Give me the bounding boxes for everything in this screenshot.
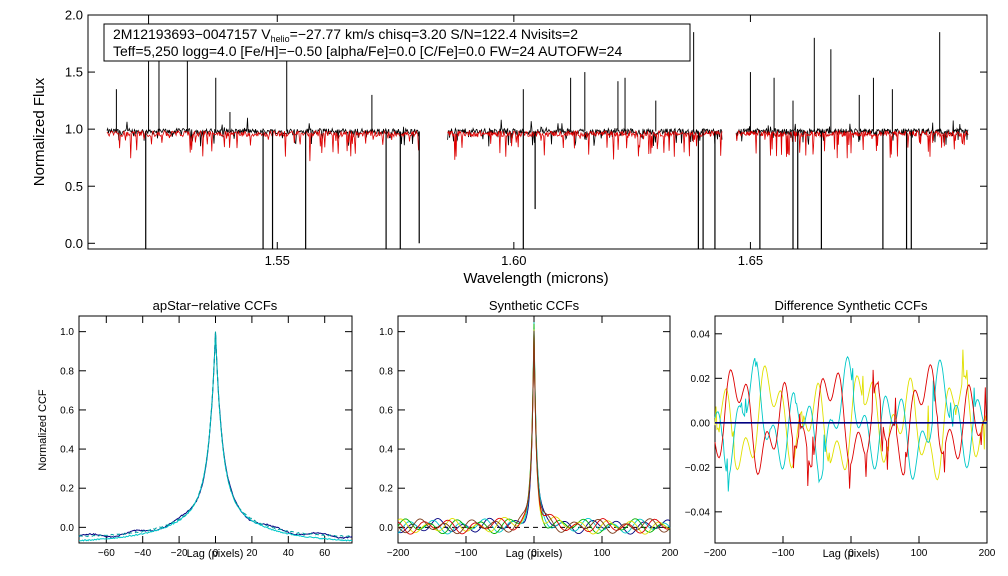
- ccf1-series-line: [78, 331, 353, 538]
- ccf2-series-line: [397, 330, 671, 535]
- y-tick-label: 0.4: [379, 445, 393, 456]
- ccf1-title: apStar−relative CCFs: [153, 298, 278, 313]
- info-line-1: 2M12193693−0047157 Vhelio=−27.77 km/s ch…: [113, 26, 578, 44]
- x-tick-label: 1.65: [738, 253, 763, 268]
- y-tick-label: 0.0: [60, 523, 74, 534]
- ccf1-ylabel: Normalized CCF: [37, 389, 49, 471]
- ccf-panel-synthetic: Synthetic CCFs Lag (pixels) −200 −100 0 100…: [379, 298, 679, 560]
- spectrum-panel: 1.55 1.60 1.65 0.0 0.5 1.0 1.5 2.0 2M12193693−0…: [31, 8, 988, 287]
- y-tick-label: 0.4: [60, 445, 74, 456]
- y-tick-label: 0.02: [691, 374, 711, 385]
- y-tick-label: 0.6: [379, 405, 393, 416]
- x-tick-label: 1.60: [501, 253, 526, 268]
- ccf2-series-line: [397, 323, 671, 535]
- x-tick-label: 60: [319, 548, 331, 559]
- x-tick-label: 1.55: [265, 253, 290, 268]
- y-tick-label: 0.2: [60, 484, 74, 495]
- x-tick-label: 200: [979, 548, 996, 559]
- y-tick-label: −0.02: [685, 463, 711, 474]
- spectrum-line: [447, 129, 723, 160]
- spectrum-line: [735, 120, 969, 145]
- y-tick-label: 0.0: [379, 523, 393, 534]
- ccf2-series-line: [397, 321, 671, 535]
- y-tick-label: 0.2: [379, 484, 393, 495]
- x-tick-label: −200: [387, 548, 410, 559]
- y-tick-label: 0.04: [691, 329, 711, 340]
- spectrum-xlabel: Wavelength (microns): [463, 270, 608, 287]
- x-tick-label: −20: [171, 548, 188, 559]
- y-tick-label: 0.8: [60, 366, 74, 377]
- x-tick-label: −100: [772, 548, 795, 559]
- ccf-panel-apstar: apStar−relative CCFs Lag (pixels) Normal…: [37, 298, 353, 560]
- x-tick-label: 100: [594, 548, 611, 559]
- y-tick-label: 0.00: [691, 418, 711, 429]
- y-tick-label: 0.6: [60, 405, 74, 416]
- info-vhelio-subscript: helio: [271, 34, 290, 44]
- info-line-2: Teff=5,250 logg=4.0 [Fe/H]=−0.50 [alpha/…: [113, 43, 622, 59]
- spectrum-frame: [87, 14, 988, 250]
- y-tick-label: 0.8: [379, 366, 393, 377]
- x-tick-label: 100: [911, 548, 928, 559]
- y-tick-label: 2.0: [65, 8, 83, 23]
- spectrum-axes: 1.55 1.60 1.65 0.0 0.5 1.0 1.5 2.0: [65, 8, 987, 268]
- y-tick-label: 0.5: [65, 179, 83, 194]
- spectrum-line: [735, 129, 969, 159]
- spectrum-ylabel: Normalized Flux: [31, 77, 48, 186]
- ccf2-series-line: [397, 331, 671, 535]
- ccf3-series-line: [714, 363, 987, 489]
- ccf1-series-line: [78, 331, 353, 540]
- ccf2-title: Synthetic CCFs: [489, 298, 580, 313]
- ccf3-frame: [714, 315, 988, 544]
- ccf3-series-line: [714, 355, 987, 492]
- x-tick-label: −100: [455, 548, 478, 559]
- y-tick-label: 1.0: [379, 327, 393, 338]
- ccf1-xlabel: Lag (pixels): [187, 548, 244, 560]
- x-tick-label: 0: [848, 548, 854, 559]
- x-tick-label: −60: [98, 548, 115, 559]
- ccf1-series-line: [79, 331, 353, 542]
- y-tick-label: −0.04: [685, 507, 711, 518]
- ccf3-xlabel: Lag (pixels): [823, 548, 880, 560]
- y-tick-label: 1.0: [60, 327, 74, 338]
- info-box: [103, 23, 691, 62]
- y-tick-label: 0.0: [65, 236, 83, 251]
- x-tick-label: 0: [531, 548, 537, 559]
- y-tick-label: 1.5: [65, 65, 83, 80]
- x-tick-label: 40: [283, 548, 295, 559]
- x-tick-label: −40: [134, 548, 151, 559]
- ccf3-title: Difference Synthetic CCFs: [775, 298, 928, 313]
- x-tick-label: 200: [662, 548, 679, 559]
- ccf2-xlabel: Lag (pixels): [506, 548, 563, 560]
- x-tick-label: −200: [704, 548, 727, 559]
- y-tick-label: 1.0: [65, 122, 83, 137]
- ccf1-frame: [78, 315, 353, 544]
- x-tick-label: 20: [246, 548, 258, 559]
- ccf-panel-difference: Difference Synthetic CCFs Lag (pixels) −…: [685, 298, 996, 560]
- spectrum-series: [106, 15, 969, 249]
- x-tick-label: 0: [213, 548, 219, 559]
